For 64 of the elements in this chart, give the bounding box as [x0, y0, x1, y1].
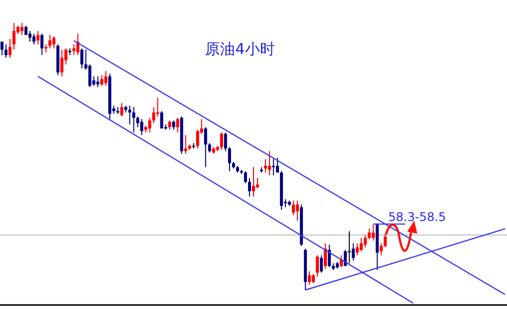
- candlestick: [184, 134, 188, 154]
- candlestick: [176, 117, 180, 133]
- candlestick: [368, 228, 371, 240]
- candlestick: [36, 30, 40, 45]
- candlestick: [380, 242, 383, 256]
- candlestick: [40, 33, 44, 56]
- candlestick: [120, 102, 124, 117]
- candlestick: [132, 106, 136, 133]
- candlestick: [276, 157, 279, 174]
- candlestick: [316, 254, 319, 278]
- candlestick: [148, 117, 152, 133]
- candlestick: [160, 110, 164, 129]
- candlestick: [256, 177, 259, 190]
- candlestick: [20, 22, 24, 36]
- candlestick: [220, 132, 224, 150]
- candlestick: [152, 106, 156, 124]
- candlestick: [196, 129, 200, 149]
- candlestick: [360, 237, 363, 252]
- candlestick: [384, 233, 387, 248]
- candlestick: [48, 34, 52, 49]
- candlestick: [268, 150, 271, 176]
- candlestick: [248, 177, 252, 198]
- candlestick: [208, 142, 212, 153]
- candlestick: [140, 118, 144, 136]
- candlestick: [28, 30, 32, 42]
- candlestick: [104, 70, 108, 86]
- candlestick: [264, 158, 267, 174]
- candlestick: [296, 200, 299, 222]
- candlestick: [364, 234, 367, 248]
- candlestick: [244, 170, 248, 184]
- candlestick: [88, 64, 92, 88]
- candlestick: [100, 74, 104, 86]
- candlestick: [324, 242, 327, 270]
- candlestick: [52, 36, 56, 49]
- candlestick: [8, 38, 12, 58]
- candlestick: [328, 244, 331, 268]
- candlestick: [356, 242, 359, 256]
- candlestick: [320, 254, 323, 274]
- candlestick: [72, 44, 76, 56]
- candlestick: [0, 41, 4, 56]
- candlestick: [352, 242, 355, 262]
- candlestick: [348, 230, 351, 264]
- candlestick: [80, 48, 84, 69]
- candlestick: [128, 105, 132, 125]
- candlestick: [32, 33, 36, 45]
- candlestick: [12, 22, 16, 50]
- annotation: 58.3-58.5: [388, 210, 446, 224]
- candlestick: [168, 120, 172, 130]
- candlestick: [224, 132, 228, 152]
- candlestick: [204, 126, 208, 168]
- candlestick: [156, 97, 160, 117]
- candlestick: [312, 273, 315, 284]
- text: 原油4小时: [205, 40, 275, 58]
- candlestick: [228, 146, 232, 172]
- candlestick: [292, 200, 295, 216]
- candlestick: [136, 116, 140, 128]
- candlestick: [372, 224, 375, 242]
- candlestick: [96, 76, 100, 88]
- candlestick: [76, 33, 80, 56]
- candlestick: [4, 44, 8, 58]
- candlestick: [60, 49, 64, 77]
- candlestick: [252, 166, 255, 198]
- candlestick: [308, 270, 311, 286]
- candlestick: [172, 120, 176, 130]
